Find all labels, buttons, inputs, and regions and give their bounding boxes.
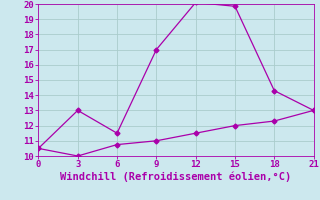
X-axis label: Windchill (Refroidissement éolien,°C): Windchill (Refroidissement éolien,°C) <box>60 172 292 182</box>
